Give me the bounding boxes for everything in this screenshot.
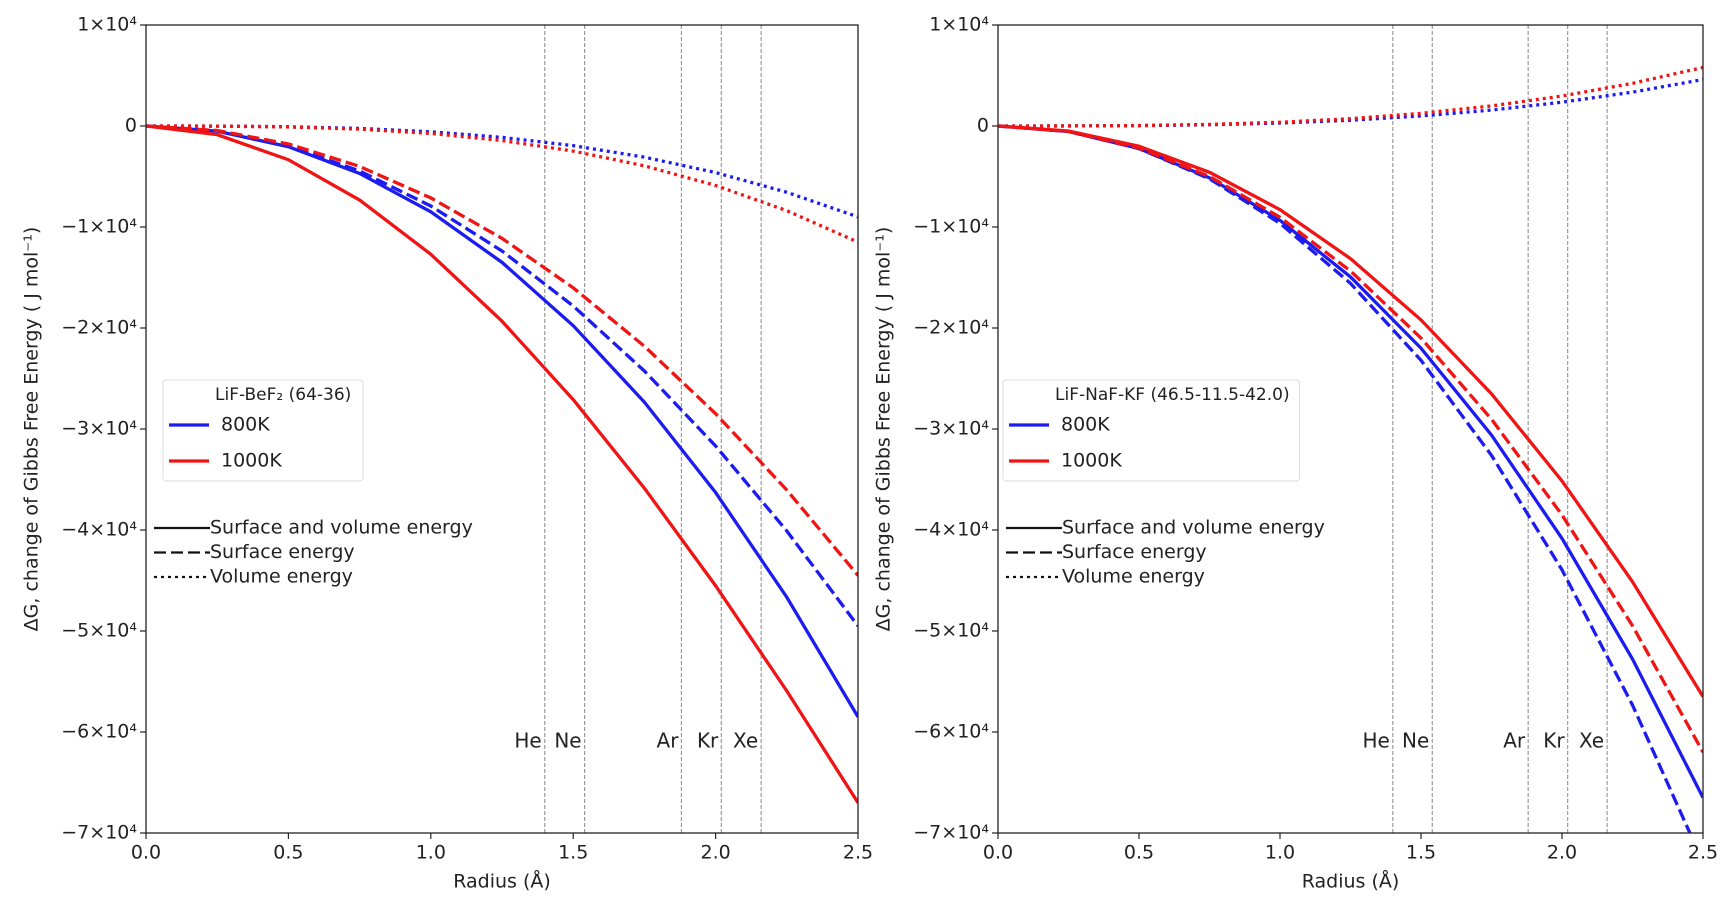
legend-label: 800K xyxy=(221,414,270,436)
y-tick-label: −2×10⁴ xyxy=(61,317,137,339)
x-tick-label: 2.5 xyxy=(843,842,873,864)
x-tick-label: 2.5 xyxy=(1688,842,1718,864)
x-tick-label: 2.0 xyxy=(1547,842,1577,864)
legend-label: 1000K xyxy=(221,450,282,472)
x-axis-label: Radius (Å) xyxy=(453,870,551,893)
series-line xyxy=(146,124,858,577)
marker-label: Xe xyxy=(733,729,758,753)
y-tick-label: −7×10⁴ xyxy=(913,822,989,844)
x-tick-label: 0.0 xyxy=(131,842,161,864)
y-tick-label: −3×10⁴ xyxy=(61,418,137,440)
x-tick-label: 0.5 xyxy=(273,842,303,864)
y-axis-label: ΔG, change of Gibbs Free Energy ( J mol⁻… xyxy=(21,227,43,632)
x-tick-label: 0.5 xyxy=(1124,842,1154,864)
style-label: Surface and volume energy xyxy=(210,517,473,539)
marker-label: Xe xyxy=(1579,729,1604,753)
style-label: Surface energy xyxy=(210,541,355,563)
y-tick-label: 0 xyxy=(977,115,989,137)
plot-frame xyxy=(997,24,1704,834)
x-tick-label: 1.0 xyxy=(416,842,446,864)
x-tick-label: 2.0 xyxy=(700,842,730,864)
y-tick-label: −3×10⁴ xyxy=(913,418,989,440)
y-tick-label: −1×10⁴ xyxy=(913,216,989,238)
y-tick-label: −1×10⁴ xyxy=(61,216,137,238)
marker-label: He xyxy=(1362,729,1389,753)
y-tick-label: 1×10⁴ xyxy=(77,14,137,36)
y-tick-label: 0 xyxy=(125,115,137,137)
marker-label: He xyxy=(514,729,541,753)
series-line xyxy=(146,124,858,219)
style-label: Volume energy xyxy=(210,566,353,588)
legend-label: 800K xyxy=(1061,414,1110,436)
legend: LiF-BeF₂ (64-36) 800K 1000K xyxy=(162,379,364,482)
marker-label: Ar xyxy=(1503,729,1526,753)
legend-title: LiF-BeF₂ (64-36) xyxy=(215,385,351,405)
style-label: Surface energy xyxy=(1062,541,1207,563)
legend-label: 1000K xyxy=(1061,450,1122,472)
marker-label: Ne xyxy=(554,729,581,753)
legend-frame xyxy=(162,379,364,482)
style-label: Surface and volume energy xyxy=(1062,517,1325,539)
x-tick-label: 0.0 xyxy=(983,842,1013,864)
x-axis-label: Radius (Å) xyxy=(1302,870,1400,893)
legend-frame xyxy=(1002,379,1301,482)
legend-title: LiF-NaF-KF (46.5-11.5-42.0) xyxy=(1055,385,1290,405)
y-tick-label: −4×10⁴ xyxy=(913,519,989,541)
series-line xyxy=(998,65,1703,128)
legend: LiF-NaF-KF (46.5-11.5-42.0) 800K 1000K xyxy=(1002,379,1301,482)
y-tick-label: −6×10⁴ xyxy=(61,721,137,743)
x-tick-label: 1.5 xyxy=(1406,842,1436,864)
series-line xyxy=(146,124,858,804)
style-label: Volume energy xyxy=(1062,566,1205,588)
y-axis-label: ΔG, change of Gibbs Free Energy ( J mol⁻… xyxy=(873,227,895,632)
y-tick-label: 1×10⁴ xyxy=(929,14,989,36)
plot-frame xyxy=(145,24,859,834)
x-tick-label: 1.5 xyxy=(558,842,588,864)
y-tick-label: −7×10⁴ xyxy=(61,822,137,844)
marker-label: Kr xyxy=(1543,729,1565,753)
series-line xyxy=(998,124,1703,698)
x-tick-label: 1.0 xyxy=(1265,842,1295,864)
y-tick-label: −5×10⁴ xyxy=(61,620,137,642)
y-tick-label: −2×10⁴ xyxy=(913,317,989,339)
marker-label: Ar xyxy=(657,729,680,753)
marker-label: Ne xyxy=(1402,729,1429,753)
y-tick-label: −5×10⁴ xyxy=(913,620,989,642)
marker-label: Kr xyxy=(697,729,719,753)
y-tick-label: −6×10⁴ xyxy=(913,721,989,743)
y-tick-label: −4×10⁴ xyxy=(61,519,137,541)
series-line xyxy=(998,124,1703,754)
